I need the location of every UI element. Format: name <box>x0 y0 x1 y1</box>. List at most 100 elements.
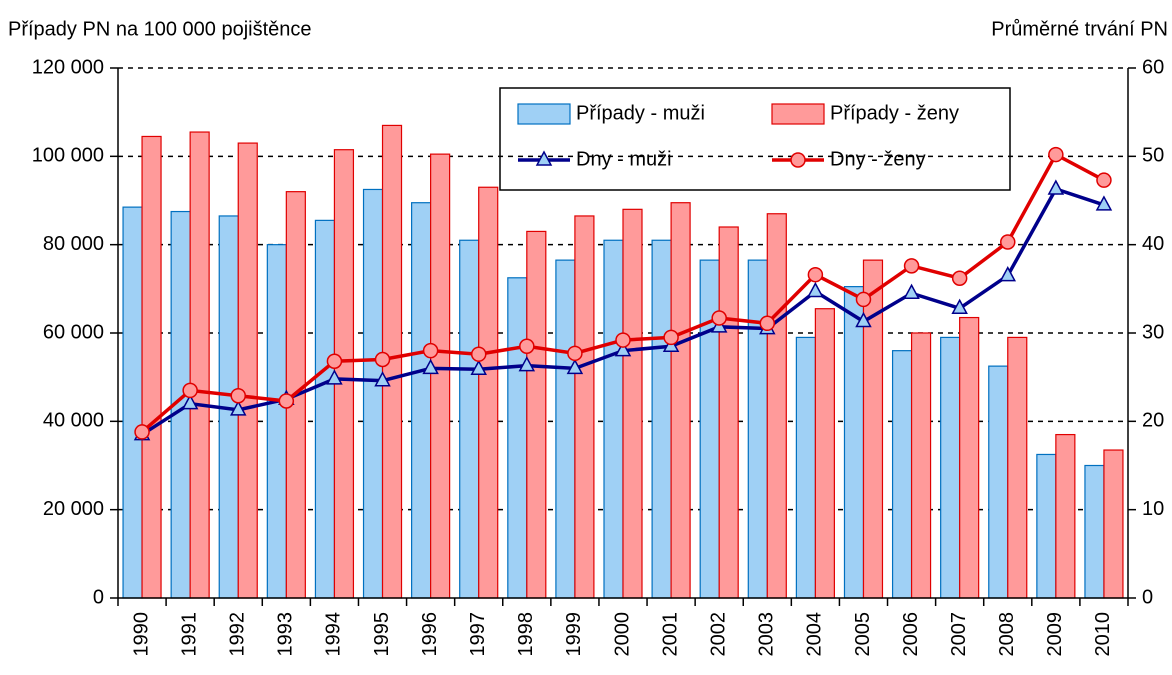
bar <box>891 350 913 599</box>
bar <box>141 135 162 599</box>
y2-tick-label: 30 <box>1142 321 1164 343</box>
bar <box>1084 464 1105 599</box>
legend-label: Případy - muži <box>576 102 705 124</box>
bar <box>1055 433 1076 599</box>
y-tick-label: 100 000 <box>32 145 104 167</box>
bar <box>526 230 547 599</box>
marker <box>230 387 246 404</box>
bar <box>959 316 980 599</box>
y2-tick-label: 10 <box>1142 498 1164 520</box>
marker <box>518 356 536 372</box>
marker <box>326 369 343 385</box>
y2-tick-label: 60 <box>1142 56 1164 78</box>
marker <box>566 358 584 375</box>
marker <box>855 291 872 308</box>
y2-tick-label: 40 <box>1142 233 1164 255</box>
bar <box>333 149 355 599</box>
legend-box <box>499 87 1011 191</box>
bar <box>189 131 210 599</box>
x-tick-label: 2005 <box>852 612 874 657</box>
bar <box>266 244 287 599</box>
bar <box>478 186 499 599</box>
x-tick-label: 2000 <box>611 612 633 657</box>
bar <box>1007 336 1028 599</box>
y-tick-label: 40 000 <box>43 410 104 432</box>
marker <box>663 329 679 346</box>
marker <box>374 351 391 368</box>
y-tick-label: 0 <box>93 586 104 608</box>
x-tick-label: 1999 <box>563 612 585 657</box>
y-tick-label: 80 000 <box>43 233 104 255</box>
x-tick-label: 2007 <box>948 612 970 657</box>
bar <box>362 188 384 599</box>
x-tick-label: 1996 <box>419 612 441 657</box>
legend-swatch <box>517 103 571 125</box>
bar <box>795 336 816 599</box>
legend-marker <box>535 150 553 166</box>
y2-tick-label: 0 <box>1142 586 1153 608</box>
bar <box>718 226 739 599</box>
marker <box>326 353 343 370</box>
x-tick-label: 1991 <box>178 612 200 657</box>
bar <box>747 259 768 599</box>
marker <box>1095 195 1113 211</box>
bar <box>555 259 576 599</box>
y2-tick-label: 50 <box>1142 145 1164 167</box>
marker <box>422 342 439 359</box>
bar <box>459 239 480 599</box>
marker <box>903 258 920 274</box>
bar <box>651 239 672 599</box>
x-tick-label: 2008 <box>996 612 1018 657</box>
marker <box>711 310 727 326</box>
x-tick-label: 2003 <box>756 612 778 657</box>
y-tick-label: 120 000 <box>32 56 104 78</box>
marker <box>519 338 535 354</box>
x-tick-label: 1998 <box>515 612 537 657</box>
bar <box>411 202 432 599</box>
marker <box>181 394 199 410</box>
legend-label: Případy - ženy <box>830 102 959 124</box>
bar <box>910 332 932 599</box>
bar <box>574 215 595 599</box>
marker <box>182 382 198 399</box>
marker <box>567 345 583 362</box>
legend-swatch <box>771 103 825 125</box>
marker <box>615 332 631 348</box>
bar <box>1036 453 1057 599</box>
x-tick-label: 2006 <box>900 612 922 657</box>
marker <box>374 371 391 387</box>
marker <box>807 266 824 283</box>
marker <box>999 266 1017 282</box>
y-tick-label: 60 000 <box>43 321 104 343</box>
marker <box>1000 234 1016 250</box>
marker <box>855 311 872 328</box>
x-tick-label: 1993 <box>275 612 297 657</box>
legend-label: Dny - ženy <box>830 148 926 170</box>
marker <box>951 270 968 286</box>
bar <box>314 219 336 599</box>
bar <box>843 286 865 599</box>
x-tick-label: 1994 <box>323 612 345 657</box>
x-tick-label: 2002 <box>707 612 729 657</box>
marker <box>1096 172 1112 188</box>
x-tick-label: 1990 <box>130 612 152 657</box>
bar <box>940 336 961 599</box>
marker <box>1047 179 1065 195</box>
bar <box>237 142 258 599</box>
bar <box>670 202 691 599</box>
marker <box>1048 146 1064 163</box>
marker <box>278 393 295 409</box>
x-tick-label: 2004 <box>804 612 826 657</box>
y-axis-label: Případy PN na 100 000 pojištěnce <box>8 18 312 40</box>
y-tick-label: 20 000 <box>43 498 104 520</box>
bar <box>622 208 643 599</box>
marker <box>614 341 632 357</box>
bar <box>507 277 528 599</box>
marker <box>229 400 247 416</box>
marker <box>422 358 439 375</box>
marker <box>470 359 487 375</box>
marker <box>759 315 776 332</box>
x-tick-label: 1997 <box>467 612 489 657</box>
marker <box>470 346 487 362</box>
